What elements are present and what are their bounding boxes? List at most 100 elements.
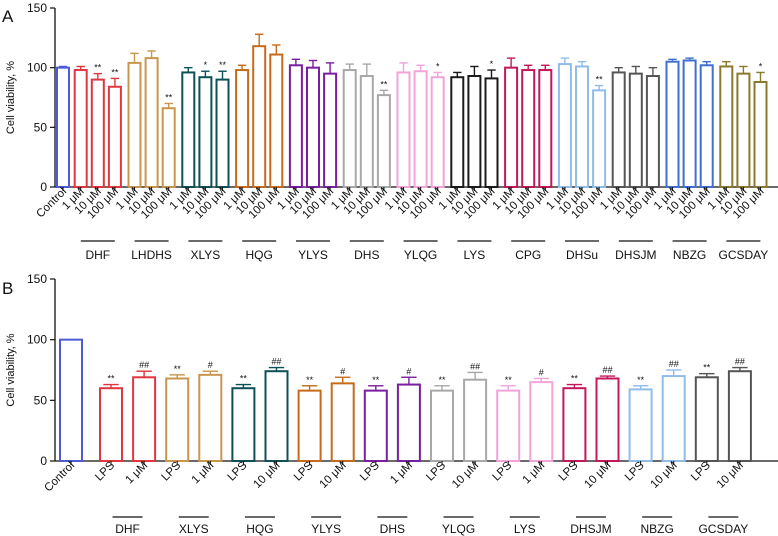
- x-tick-label: 1 μM: [123, 460, 150, 487]
- x-tick-label: LPS: [490, 459, 514, 483]
- bar: [413, 70, 428, 188]
- bar: [450, 76, 465, 188]
- bar: [504, 66, 519, 188]
- significance-label: *: [759, 61, 763, 71]
- x-tick-label: LPS: [93, 459, 117, 483]
- y-tick-label: 50: [34, 120, 48, 134]
- x-tick-label: 10 μM: [649, 460, 680, 491]
- group-name-label: LYS: [514, 522, 536, 536]
- bar: [330, 382, 355, 463]
- y-tick-label: 0: [40, 180, 47, 194]
- bar: [430, 389, 454, 463]
- group-name-label: NBZG: [673, 248, 706, 262]
- significance-label: ##: [602, 365, 612, 375]
- bar: [463, 378, 488, 462]
- bar: [165, 377, 190, 463]
- significance-label: **: [174, 364, 182, 374]
- bar: [727, 370, 752, 463]
- significance-label: **: [438, 375, 446, 385]
- group-name-label: HQG: [246, 248, 273, 262]
- bar: [297, 389, 322, 463]
- significance-label: *: [490, 59, 494, 69]
- group-name-label: YLQG: [442, 522, 475, 536]
- significance-label: ##: [470, 361, 480, 371]
- bar: [575, 65, 589, 188]
- x-tick-label: 10 μM: [715, 460, 746, 491]
- group-name-label: DHSu: [566, 248, 598, 262]
- x-tick-label: LPS: [424, 459, 448, 483]
- significance-label: #: [340, 366, 345, 376]
- bar: [661, 375, 686, 463]
- bar: [323, 72, 338, 188]
- bar: [665, 60, 680, 189]
- group-name-label: DHF: [115, 522, 140, 536]
- bar: [592, 89, 607, 188]
- group-name-label: DHS: [354, 248, 379, 262]
- significance-label: **: [306, 375, 314, 385]
- significance-label: **: [372, 375, 380, 385]
- significance-label: **: [505, 375, 513, 385]
- bar: [56, 66, 70, 188]
- bar: [430, 76, 445, 188]
- significance-label: **: [94, 63, 102, 73]
- bar: [699, 64, 714, 188]
- bar: [562, 387, 587, 463]
- significance-label: ##: [669, 359, 679, 369]
- x-tick-label: 10 μM: [318, 460, 349, 491]
- group-name-label: HQG: [246, 522, 273, 536]
- x-tick-label: 1 μM: [388, 460, 415, 487]
- significance-label: **: [240, 374, 248, 384]
- bar: [359, 75, 374, 188]
- bar: [719, 65, 734, 188]
- bar: [198, 76, 213, 188]
- significance-label: ##: [735, 357, 745, 367]
- group-name-label: LHDHS: [131, 248, 172, 262]
- bar: [538, 69, 553, 188]
- bar: [73, 69, 88, 188]
- x-tick-label: LPS: [226, 459, 250, 483]
- bar: [107, 85, 122, 188]
- bar: [396, 383, 421, 462]
- group-name-label: GCSDAY: [698, 522, 748, 536]
- group-name-label: XLYS: [191, 248, 221, 262]
- bar: [376, 94, 391, 188]
- y-tick-label: 100: [27, 333, 47, 347]
- x-tick-label: LPS: [623, 459, 647, 483]
- y-tick-label: 50: [34, 393, 48, 407]
- x-tick-label: 10 μM: [582, 460, 613, 491]
- y-axis-label: Cell viability, %: [5, 333, 17, 406]
- bar: [99, 387, 123, 463]
- bar: [342, 69, 357, 188]
- bar: [144, 57, 159, 189]
- x-tick-label: LPS: [159, 459, 183, 483]
- significance-label: **: [703, 363, 711, 373]
- significance-label: **: [637, 375, 645, 385]
- x-tick-label: LPS: [358, 459, 382, 483]
- bar: [269, 53, 284, 189]
- bar: [127, 61, 142, 188]
- bar: [59, 338, 83, 462]
- bar: [496, 389, 521, 463]
- panel-label: A: [2, 7, 14, 26]
- bar: [396, 71, 411, 188]
- x-tick-label: 1 μM: [521, 460, 548, 487]
- bar: [682, 59, 697, 188]
- y-tick-label: 150: [27, 272, 47, 286]
- group-name-label: YLYS: [298, 248, 328, 262]
- significance-label: ##: [271, 357, 281, 367]
- bar: [529, 381, 554, 462]
- significance-label: #: [539, 367, 544, 377]
- significance-label: #: [208, 360, 213, 370]
- bar: [264, 370, 289, 463]
- group-name-label: DHF: [85, 248, 110, 262]
- y-tick-label: 150: [27, 1, 47, 15]
- significance-label: *: [436, 61, 440, 71]
- x-tick-label: 1 μM: [190, 460, 217, 487]
- significance-label: *: [204, 60, 208, 70]
- bar: [736, 72, 751, 188]
- bar: [753, 80, 768, 188]
- bar: [181, 71, 196, 188]
- bar: [231, 387, 256, 463]
- x-tick-label: LPS: [557, 459, 581, 483]
